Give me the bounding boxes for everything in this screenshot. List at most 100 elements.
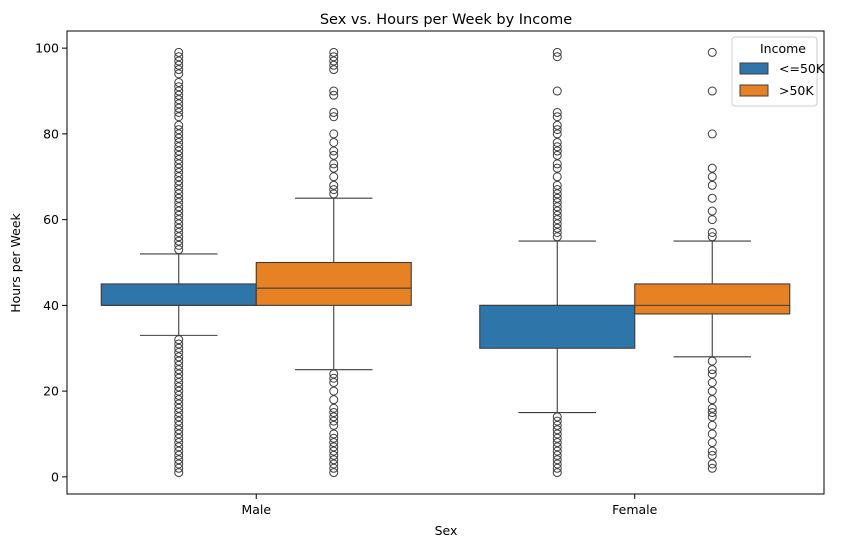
outlier-point <box>552 197 562 207</box>
outlier-point <box>329 112 339 122</box>
outlier-point <box>174 202 184 212</box>
legend-label: <=50K <box>779 61 825 76</box>
outlier-point <box>174 446 184 456</box>
outlier-point <box>552 189 562 199</box>
outlier-point <box>174 399 184 409</box>
outlier-point <box>174 193 184 203</box>
box <box>255 261 412 306</box>
outlier-point <box>707 412 717 422</box>
outlier-point <box>552 107 562 117</box>
legend-swatch <box>739 84 769 97</box>
outlier-point <box>174 343 184 353</box>
outlier-point <box>329 463 339 473</box>
outlier-point <box>552 172 562 182</box>
outlier-point <box>707 227 717 237</box>
legend-swatch <box>739 62 769 75</box>
y-tick-label: 100 <box>35 41 59 56</box>
outlier-point <box>174 56 184 66</box>
outlier-point <box>329 185 339 195</box>
outlier-point <box>707 232 717 242</box>
outlier-point <box>707 193 717 203</box>
outlier-point <box>707 86 717 96</box>
box-group <box>634 47 791 473</box>
outlier-point <box>174 373 184 383</box>
outlier-point <box>552 215 562 225</box>
outlier-point <box>174 463 184 473</box>
outlier-point <box>174 90 184 100</box>
outlier-point <box>707 163 717 173</box>
outlier-point <box>329 386 339 396</box>
outlier-point <box>552 232 562 242</box>
outlier-point <box>174 219 184 229</box>
plot-frame <box>66 30 825 495</box>
outlier-point <box>174 197 184 207</box>
outlier-point <box>329 429 339 439</box>
box <box>479 304 636 349</box>
outlier-point <box>329 52 339 62</box>
outlier-point <box>329 129 339 139</box>
outlier-point <box>174 142 184 152</box>
outlier-point <box>174 245 184 255</box>
outlier-point <box>174 215 184 225</box>
outlier-point <box>174 356 184 366</box>
outlier-point <box>329 172 339 182</box>
outlier-point <box>174 82 184 92</box>
outlier-point <box>329 146 339 156</box>
outlier-point <box>329 90 339 100</box>
outlier-point <box>552 425 562 435</box>
box <box>634 283 791 315</box>
outlier-point <box>174 369 184 379</box>
legend-label: >50K <box>779 83 814 98</box>
outlier-point <box>552 438 562 448</box>
outlier-point <box>552 227 562 237</box>
y-tick-label: 40 <box>43 298 59 313</box>
outlier-point <box>174 403 184 413</box>
outlier-point <box>174 150 184 160</box>
outlier-point <box>174 95 184 105</box>
y-tick-label: 20 <box>43 384 59 399</box>
outlier-point <box>174 120 184 130</box>
y-axis: 0 20 40 60 80 100 <box>35 41 67 484</box>
outlier-point <box>174 159 184 169</box>
y-tick-label: 80 <box>43 126 59 141</box>
outlier-point <box>174 60 184 70</box>
outlier-point <box>174 425 184 435</box>
outlier-point <box>552 446 562 456</box>
outlier-point <box>552 223 562 233</box>
outlier-point <box>329 107 339 117</box>
chart-title: Sex vs. Hours per Week by Income <box>320 12 572 28</box>
outlier-point <box>174 408 184 418</box>
outlier-point <box>174 112 184 122</box>
outlier-point <box>174 386 184 396</box>
outlier-point <box>174 429 184 439</box>
outlier-point <box>174 232 184 242</box>
outlier-point <box>552 429 562 439</box>
outlier-point <box>552 210 562 220</box>
y-axis-label: Hours per Week <box>8 212 23 312</box>
outlier-point <box>174 163 184 173</box>
outlier-point <box>329 446 339 456</box>
outlier-point <box>174 459 184 469</box>
outlier-point <box>707 459 717 469</box>
outlier-point <box>552 163 562 173</box>
x-tick-label: Female <box>612 502 658 517</box>
outlier-point <box>174 240 184 250</box>
outlier-point <box>707 356 717 366</box>
legend: Income <=50K >50K <box>731 36 825 107</box>
outlier-point <box>329 442 339 452</box>
outlier-point <box>707 438 717 448</box>
outlier-point <box>174 172 184 182</box>
outlier-point <box>174 223 184 233</box>
outlier-point <box>552 193 562 203</box>
outlier-point <box>329 450 339 460</box>
outlier-point <box>707 386 717 396</box>
outlier-point <box>174 176 184 186</box>
outlier-point <box>174 382 184 392</box>
outlier-point <box>174 167 184 177</box>
outlier-point <box>174 442 184 452</box>
outlier-point <box>174 210 184 220</box>
outlier-point <box>707 180 717 190</box>
outlier-point <box>552 142 562 152</box>
box-group <box>479 47 636 478</box>
outlier-point <box>552 129 562 139</box>
